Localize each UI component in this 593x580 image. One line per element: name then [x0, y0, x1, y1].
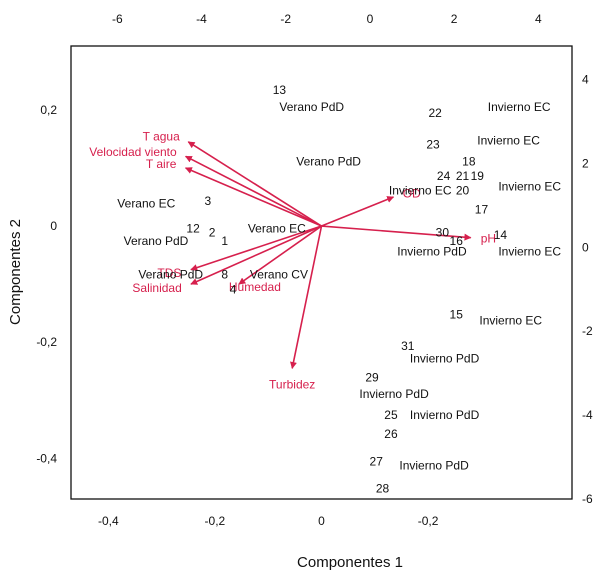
observation-point: 26: [384, 427, 398, 441]
observation-point: 17: [475, 203, 489, 217]
observation-group-label: Invierno EC: [389, 184, 452, 198]
observation-point: 4: [230, 282, 237, 296]
observation-point: 3: [204, 194, 211, 208]
observation-point: 22: [428, 106, 442, 120]
observation-group-label: Invierno EC: [498, 245, 561, 259]
y-tick-label: 0: [50, 219, 57, 233]
variable-vector: [321, 225, 472, 241]
variable-label: pH: [481, 231, 496, 245]
observation-point: 21: [456, 169, 470, 183]
observation-group-label: Invierno PdD: [410, 408, 480, 422]
variable-vector: [321, 196, 395, 227]
observation-group-label: Invierno EC: [488, 100, 551, 114]
variable-vector: [184, 155, 322, 227]
top-tick-label: 4: [535, 12, 542, 26]
x-tick-label: -0,2: [205, 514, 226, 528]
observation-point: 24: [437, 169, 451, 183]
variable-label: Humedad: [229, 280, 281, 294]
y-axis-title: Componentes 2: [7, 219, 24, 325]
observation-point: 29: [365, 370, 379, 384]
observation-group-label: Verano PdD: [279, 100, 344, 114]
observation-point: 23: [426, 138, 440, 152]
observation-point: 8: [221, 268, 228, 282]
observation-point: 27: [370, 454, 384, 468]
right-tick-label: 4: [582, 73, 589, 87]
top-tick-label: 2: [451, 12, 458, 26]
observation-point: 31: [401, 339, 415, 353]
observation-point: 30: [436, 226, 450, 240]
variable-label: TDS: [157, 266, 181, 280]
top-tick-label: -2: [280, 12, 291, 26]
top-tick-label: -6: [112, 12, 123, 26]
variable-vector: [187, 141, 322, 227]
observation-point: 14: [494, 228, 508, 242]
x-tick-label: 0: [318, 514, 325, 528]
right-tick-label: -2: [582, 324, 593, 338]
y-tick-label: -0,4: [36, 451, 57, 465]
observation-group-label: Invierno EC: [477, 133, 540, 147]
observation-group-label: Invierno PdD: [410, 351, 480, 365]
variable-label: T agua: [143, 129, 180, 143]
y-tick-label: 0,2: [40, 103, 57, 117]
variable-vector: [190, 225, 322, 271]
observation-point: 19: [471, 169, 485, 183]
observation-group-label: Verano PdD: [138, 268, 203, 282]
variable-vector: [184, 167, 322, 227]
observation-group-label: Verano EC: [248, 221, 306, 235]
right-tick-label: 0: [582, 240, 589, 254]
right-tick-label: -4: [582, 408, 593, 422]
observation-point: 2: [209, 226, 216, 240]
observation-group-label: Invierno PdD: [399, 458, 469, 472]
observation-group-label: Invierno PdD: [397, 245, 467, 259]
top-tick-label: 0: [367, 12, 374, 26]
observation-group-label: Invierno EC: [498, 180, 561, 194]
variable-label: T aire: [146, 157, 177, 171]
observation-group-label: Verano CV: [250, 268, 308, 282]
x-axis-title: Componentes 1: [297, 554, 403, 571]
variable-vector: [190, 225, 322, 285]
observation-point: 18: [462, 154, 476, 168]
variable-label: Turbidez: [269, 377, 315, 391]
observation-point: 25: [384, 408, 398, 422]
variable-label: Velocidad viento: [89, 145, 177, 159]
observation-point: 13: [273, 83, 287, 97]
observation-point: 12: [186, 221, 200, 235]
right-tick-label: 2: [582, 156, 589, 170]
observation-point: 15: [450, 307, 464, 321]
variable-label: OD: [403, 186, 421, 200]
observation-group-label: Verano PdD: [296, 154, 361, 168]
observation-group-label: Verano PdD: [124, 234, 189, 248]
observation-point: 28: [376, 482, 390, 496]
top-tick-label: -4: [196, 12, 207, 26]
right-tick-label: -6: [582, 492, 593, 506]
observation-group-label: Verano EC: [117, 196, 175, 210]
variable-label: Salinidad: [132, 281, 181, 295]
variable-vector: [238, 225, 322, 285]
x-tick-label: -0,2: [418, 514, 439, 528]
y-tick-label: -0,2: [36, 335, 57, 349]
variable-vector: [290, 225, 323, 370]
observation-point: 20: [456, 184, 470, 198]
observation-point: 16: [450, 234, 464, 248]
plot-frame: [70, 45, 573, 500]
observation-group-label: Invierno PdD: [359, 387, 429, 401]
observation-group-label: Invierno EC: [479, 314, 542, 328]
x-tick-label: -0,4: [98, 514, 119, 528]
tick-labels: -0,4 -0,2 0 -0,2-0,4-0,200,2-6 -4 -2 0 2 4-6-4-2…: [36, 12, 593, 528]
observation-point: 1: [221, 234, 228, 248]
